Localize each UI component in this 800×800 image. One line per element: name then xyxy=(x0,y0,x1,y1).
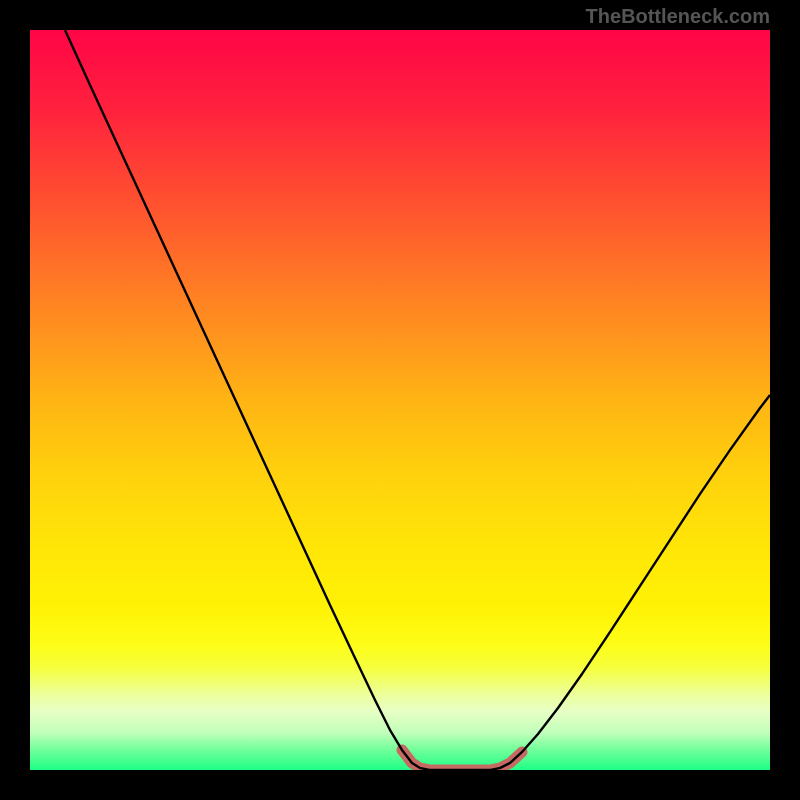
watermark-text: TheBottleneck.com xyxy=(586,6,770,29)
chart-container: TheBottleneck.com xyxy=(0,0,800,800)
plot-area xyxy=(30,30,770,770)
curve-layer xyxy=(30,30,770,770)
bottleneck-curve xyxy=(65,30,770,770)
